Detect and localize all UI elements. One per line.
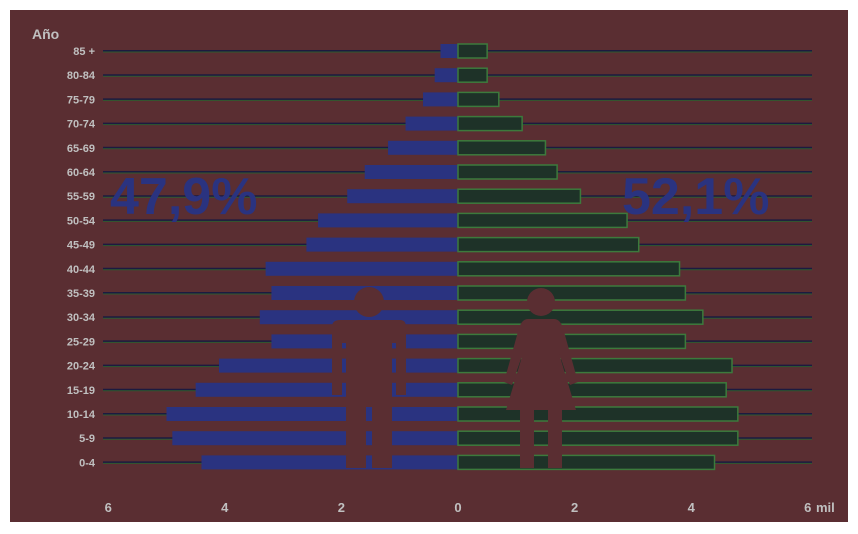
x-tick-label: 2 xyxy=(338,500,345,515)
male-percent-annotation: 47,9% xyxy=(110,168,257,226)
y-tick-label: 85 + xyxy=(73,46,95,58)
bar-female xyxy=(457,91,500,108)
bar-male xyxy=(306,237,458,252)
person-icons xyxy=(332,287,578,468)
bar-female xyxy=(457,333,687,350)
y-tick-label: 70-74 xyxy=(67,119,96,131)
bar-female xyxy=(457,43,488,59)
bar-female xyxy=(457,430,739,446)
x-tick-label: 2 xyxy=(571,500,578,515)
y-axis-title: Año xyxy=(32,26,59,42)
bar-male xyxy=(388,140,458,155)
y-tick-label: 0-4 xyxy=(79,457,96,469)
x-tick-label: 0 xyxy=(454,500,461,515)
labels-layer: Año 47,9% 52,1% mil xyxy=(32,26,835,515)
y-tick-label: 60-64 xyxy=(67,167,96,179)
y-tick-label: 35-39 xyxy=(67,288,95,300)
y-tick-label: 5-9 xyxy=(79,433,95,445)
bar-female xyxy=(457,357,733,374)
bar-male xyxy=(172,431,458,446)
bar-male xyxy=(364,165,458,179)
bar-male xyxy=(434,68,458,83)
y-tick-label: 20-24 xyxy=(67,361,96,373)
bar-male xyxy=(318,213,458,228)
bar-female xyxy=(457,188,582,204)
y-tick-label: 75-79 xyxy=(67,94,95,106)
bar-male xyxy=(440,44,458,58)
bar-male xyxy=(423,92,458,107)
bar-female xyxy=(457,285,687,301)
female-percent-annotation: 52,1% xyxy=(622,168,769,226)
female-person-icon xyxy=(504,288,578,468)
y-tick-label: 15-19 xyxy=(67,385,95,397)
bar-female xyxy=(457,406,739,422)
bar-female xyxy=(457,140,547,156)
bar-female xyxy=(457,212,628,229)
bar-male xyxy=(166,407,458,421)
bar-female xyxy=(457,382,727,398)
bar-female xyxy=(457,236,640,253)
y-tick-label: 45-49 xyxy=(67,240,95,252)
y-tick-label: 80-84 xyxy=(67,70,96,82)
x-unit-label: mil xyxy=(816,500,835,515)
x-tick-label: 6 xyxy=(105,500,112,515)
y-tick-label: 65-69 xyxy=(67,143,95,155)
bar-female xyxy=(457,309,704,325)
y-tick-labels: 85 + 80-84 75-79 70-74 65-69 60-64 55-59 50-54 4… xyxy=(67,46,96,469)
male-person-icon xyxy=(332,287,406,468)
bar-female xyxy=(457,454,716,471)
bar-female xyxy=(457,115,523,132)
bar-male xyxy=(195,382,458,397)
x-tick-label: 4 xyxy=(221,500,229,515)
x-tick-label: 4 xyxy=(688,500,696,515)
x-tick-labels: 6 4 2 0 2 4 6 xyxy=(105,500,812,515)
bar-male xyxy=(265,261,458,276)
y-tick-label: 50-54 xyxy=(67,215,96,227)
bar-male xyxy=(201,455,459,470)
y-tick-label: 25-29 xyxy=(67,336,95,348)
bar-male xyxy=(259,310,458,325)
bar-female xyxy=(457,261,681,277)
bar-male xyxy=(347,189,458,204)
x-tick-label: 6 xyxy=(804,500,811,515)
y-tick-label: 10-14 xyxy=(67,409,96,421)
y-tick-label: 40-44 xyxy=(67,264,96,276)
bar-female xyxy=(457,67,488,83)
y-tick-label: 30-34 xyxy=(67,312,96,324)
bar-male xyxy=(405,116,458,131)
bar-female xyxy=(457,164,558,180)
y-tick-label: 55-59 xyxy=(67,191,95,203)
